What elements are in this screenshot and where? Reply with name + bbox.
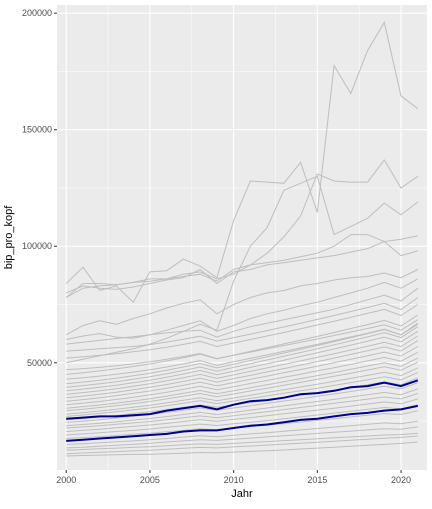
x-tick-label: 2005 (140, 475, 160, 485)
gray-series-line (66, 357, 419, 409)
axes: 2000 2005 2010 2015 2020 50000 100000 150000 200… (22, 8, 411, 485)
x-axis-title: Jahr (231, 488, 253, 500)
y-axis-title: bip_pro_kopf (3, 205, 15, 270)
gray-series-line (66, 278, 419, 340)
gray-series-line (66, 435, 418, 455)
gray-series-line (66, 175, 419, 364)
gray-series-line (66, 420, 418, 445)
gray-series-line (66, 323, 419, 380)
gray-series-line (66, 346, 419, 402)
gray-series-line (66, 326, 419, 388)
gray-series-line (66, 351, 419, 406)
gray-series-line (66, 319, 419, 371)
gray-series-line (66, 432, 418, 451)
highlight-series-line (66, 379, 419, 420)
y-tick-label: 200000 (22, 8, 52, 18)
gray-series-line (66, 393, 418, 429)
gray-series-line (66, 340, 419, 399)
x-tick-label: 2010 (224, 475, 244, 485)
gray-series-line (66, 297, 419, 352)
gray-series-line (66, 367, 419, 415)
gray-series-line (66, 372, 418, 417)
y-tick-label: 150000 (22, 125, 52, 135)
x-tick-label: 2000 (56, 475, 76, 485)
highlight-series-line (66, 404, 419, 442)
gray-series-line (66, 382, 418, 423)
gray-series-line (66, 426, 418, 449)
gray-series-line (65, 269, 419, 336)
gray-series-line (66, 304, 419, 359)
gray-series-line (66, 335, 419, 395)
gray-series-line (66, 361, 419, 412)
gray-series-line (66, 235, 418, 294)
gray-series-line (66, 330, 419, 392)
gray-series-line (66, 388, 418, 427)
x-tick-label: 2015 (307, 475, 327, 485)
gray-series-lines (65, 21, 419, 457)
y-tick-label: 50000 (27, 358, 52, 368)
gray-series-line (66, 398, 418, 432)
y-tick-label: 100000 (22, 241, 52, 251)
gray-series-line (65, 159, 419, 298)
gray-series-line (66, 441, 418, 457)
highlight-series-lines (66, 379, 419, 442)
x-tick-label: 2020 (391, 475, 411, 485)
gray-series-line (66, 404, 418, 436)
gray-series-line (65, 21, 419, 304)
gray-series-line (66, 322, 419, 385)
